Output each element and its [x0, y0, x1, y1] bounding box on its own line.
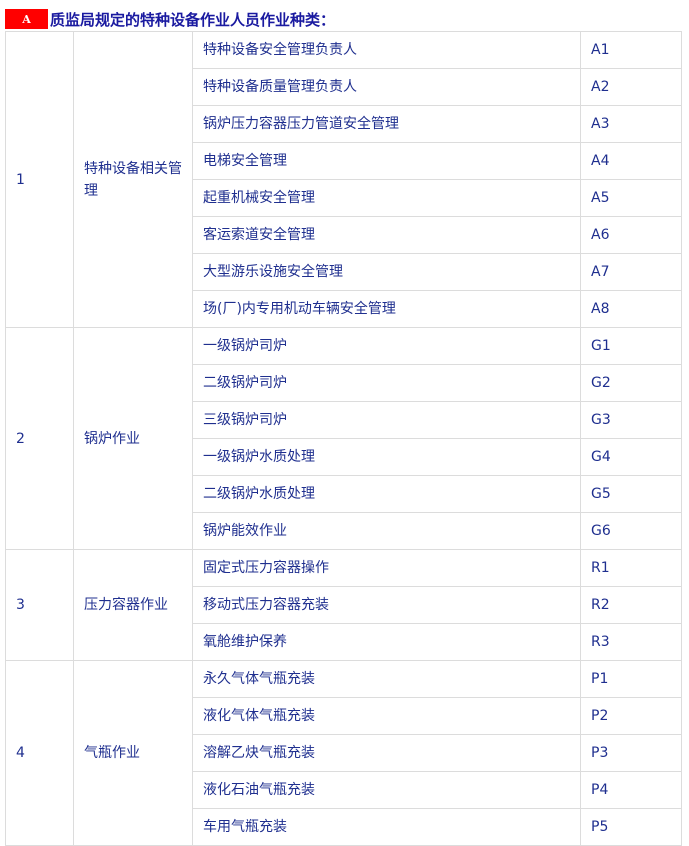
- group-number: 1: [5, 31, 74, 328]
- group-number: 3: [5, 549, 74, 661]
- operation-types-table: 1 特种设备相关管理 特种设备安全管理负责人 A1 特种设备质量管理负责人 A2 锅炉压力容…: [5, 31, 682, 846]
- operation-name: 一级锅炉水质处理: [192, 438, 581, 476]
- operation-code: P1: [580, 660, 682, 698]
- table-row: 锅炉压力容器压力管道安全管理 A3: [6, 105, 682, 143]
- table-row: 溶解乙炔气瓶充装 P3: [6, 734, 682, 772]
- table-row: 液化石油气瓶充装 P4: [6, 771, 682, 809]
- table-row: 2 锅炉作业 一级锅炉司炉 G1: [5, 327, 682, 550]
- group-name: 气瓶作业: [73, 660, 193, 846]
- operation-code: A2: [580, 68, 682, 106]
- operation-name: 场(厂)内专用机动车辆安全管理: [192, 290, 581, 328]
- table-row: 二级锅炉司炉 G2: [6, 364, 682, 402]
- operation-code: R3: [580, 623, 682, 661]
- operation-code: R1: [580, 549, 682, 587]
- operation-name: 起重机械安全管理: [192, 179, 581, 217]
- operation-code: P5: [580, 808, 682, 846]
- operation-code: A8: [580, 290, 682, 328]
- group-name: 特种设备相关管理: [73, 31, 193, 328]
- table-row: 1 特种设备相关管理 特种设备安全管理负责人 A1: [5, 31, 682, 328]
- operation-name: 车用气瓶充装: [192, 808, 581, 846]
- operation-code: A5: [580, 179, 682, 217]
- table-row: 起重机械安全管理 A5: [6, 179, 682, 217]
- operation-name: 锅炉压力容器压力管道安全管理: [192, 105, 581, 143]
- table-row: 客运索道安全管理 A6: [6, 216, 682, 254]
- operation-code: G2: [580, 364, 682, 402]
- table-row: 特种设备质量管理负责人 A2: [6, 68, 682, 106]
- operation-name: 溶解乙炔气瓶充装: [192, 734, 581, 772]
- group-name: 锅炉作业: [73, 327, 193, 550]
- operation-name: 永久气体气瓶充装: [192, 660, 581, 698]
- group-name: 压力容器作业: [73, 549, 193, 661]
- section-badge: A: [5, 9, 48, 29]
- operation-code: A7: [580, 253, 682, 291]
- operation-code: R2: [580, 586, 682, 624]
- operation-name: 液化石油气瓶充装: [192, 771, 581, 809]
- operation-code: A4: [580, 142, 682, 180]
- table-row: 移动式压力容器充装 R2: [6, 586, 682, 624]
- operation-code: A6: [580, 216, 682, 254]
- operation-name: 大型游乐设施安全管理: [192, 253, 581, 291]
- operation-name: 三级锅炉司炉: [192, 401, 581, 439]
- operation-name: 固定式压力容器操作: [192, 549, 581, 587]
- table-row: 3 压力容器作业 固定式压力容器操作 R1: [5, 549, 682, 661]
- table-row: 大型游乐设施安全管理 A7: [6, 253, 682, 291]
- operation-name: 客运索道安全管理: [192, 216, 581, 254]
- table-row: 电梯安全管理 A4: [6, 142, 682, 180]
- group-number: 4: [5, 660, 74, 846]
- operation-name: 电梯安全管理: [192, 142, 581, 180]
- table-row: 场(厂)内专用机动车辆安全管理 A8: [6, 290, 682, 328]
- operation-code: P3: [580, 734, 682, 772]
- operation-code: A3: [580, 105, 682, 143]
- operation-code: G3: [580, 401, 682, 439]
- operation-code: G4: [580, 438, 682, 476]
- operation-name: 特种设备质量管理负责人: [192, 68, 581, 106]
- operation-name: 氧舱维护保养: [192, 623, 581, 661]
- operation-code: G1: [580, 327, 682, 365]
- operation-name: 一级锅炉司炉: [192, 327, 581, 365]
- operation-name: 二级锅炉水质处理: [192, 475, 581, 513]
- operation-code: G6: [580, 512, 682, 550]
- table-row: 液化气体气瓶充装 P2: [6, 697, 682, 735]
- operation-name: 移动式压力容器充装: [192, 586, 581, 624]
- table-row: 三级锅炉司炉 G3: [6, 401, 682, 439]
- table-row: 4 气瓶作业 永久气体气瓶充装 P1: [5, 660, 682, 846]
- table-row: 氧舱维护保养 R3: [6, 623, 682, 661]
- operation-code: P2: [580, 697, 682, 735]
- operation-name: 二级锅炉司炉: [192, 364, 581, 402]
- operation-code: G5: [580, 475, 682, 513]
- group-number: 2: [5, 327, 74, 550]
- operation-code: P4: [580, 771, 682, 809]
- operation-code: A1: [580, 31, 682, 69]
- operation-name: 锅炉能效作业: [192, 512, 581, 550]
- operation-name: 特种设备安全管理负责人: [192, 31, 581, 69]
- section-title: A 质监局规定的特种设备作业人员作业种类：: [5, 8, 335, 30]
- table-row: 二级锅炉水质处理 G5: [6, 475, 682, 513]
- table-row: 锅炉能效作业 G6: [6, 512, 682, 550]
- operation-name: 液化气体气瓶充装: [192, 697, 581, 735]
- section-title-text: 质监局规定的特种设备作业人员作业种类：: [50, 10, 336, 29]
